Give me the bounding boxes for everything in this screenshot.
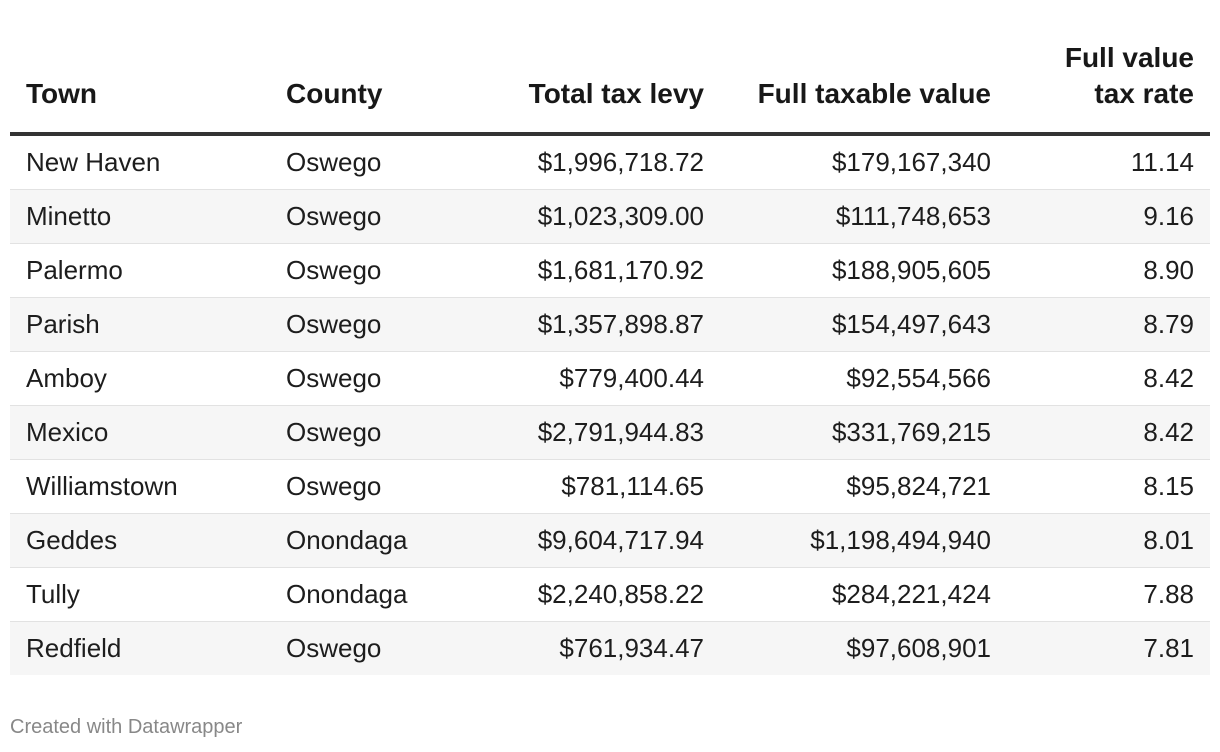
table-cell: $1,681,170.92 xyxy=(470,243,720,298)
table-cell: Oswego xyxy=(270,189,470,244)
table-row: Redfield Oswego $761,934.47 $97,608,901 7.81 xyxy=(10,621,1210,675)
table-cell: 8.15 xyxy=(1007,459,1210,514)
table-cell: Tully xyxy=(10,567,270,622)
table-cell: $761,934.47 xyxy=(470,621,720,675)
table-cell: 8.90 xyxy=(1007,243,1210,298)
table-cell: Redfield xyxy=(10,621,270,675)
table-cell: $331,769,215 xyxy=(720,405,1007,460)
tax-rate-table: Town County Total tax levy Full taxable val… xyxy=(10,40,1210,675)
table-cell: Mexico xyxy=(10,405,270,460)
table-body: New Haven Oswego $1,996,718.72 $179,167,340… xyxy=(10,134,1210,675)
table-cell: Oswego xyxy=(270,351,470,406)
table-row: Tully Onondaga $2,240,858.22 $284,221,424 7.… xyxy=(10,567,1210,622)
table-cell: Geddes xyxy=(10,513,270,568)
table-cell: $154,497,643 xyxy=(720,297,1007,352)
table-cell: $92,554,566 xyxy=(720,351,1007,406)
column-header[interactable]: Full taxable value xyxy=(720,40,1007,136)
table-cell: $2,240,858.22 xyxy=(470,567,720,622)
table-cell: Onondaga xyxy=(270,513,470,568)
table-cell: 8.42 xyxy=(1007,405,1210,460)
table-cell: $111,748,653 xyxy=(720,189,1007,244)
table-cell: $779,400.44 xyxy=(470,351,720,406)
table-cell: $188,905,605 xyxy=(720,243,1007,298)
table-cell: Minetto xyxy=(10,189,270,244)
table-cell: $97,608,901 xyxy=(720,621,1007,675)
table-cell: $284,221,424 xyxy=(720,567,1007,622)
table-cell: 8.01 xyxy=(1007,513,1210,568)
table-cell: Williamstown xyxy=(10,459,270,514)
table-cell: Palermo xyxy=(10,243,270,298)
table-cell: Amboy xyxy=(10,351,270,406)
table-cell: Oswego xyxy=(270,459,470,514)
table-cell: $1,198,494,940 xyxy=(720,513,1007,568)
table-cell: $1,023,309.00 xyxy=(470,189,720,244)
table-cell: 8.79 xyxy=(1007,297,1210,352)
table-row: Mexico Oswego $2,791,944.83 $331,769,215 8.4… xyxy=(10,405,1210,460)
table-cell: $781,114.65 xyxy=(470,459,720,514)
data-table-container: Town County Total tax levy Full taxable val… xyxy=(10,40,1210,675)
table-cell: Oswego xyxy=(270,134,470,190)
table-cell: 8.42 xyxy=(1007,351,1210,406)
header-row: Town County Total tax levy Full taxable val… xyxy=(10,40,1210,136)
table-header: Town County Total tax levy Full taxable val… xyxy=(10,40,1210,136)
table-row: New Haven Oswego $1,996,718.72 $179,167,340… xyxy=(10,134,1210,190)
column-header[interactable]: Total tax levy xyxy=(470,40,720,136)
table-cell: Onondaga xyxy=(270,567,470,622)
table-cell: 11.14 xyxy=(1007,134,1210,190)
table-cell: New Haven xyxy=(10,134,270,190)
table-cell: $179,167,340 xyxy=(720,134,1007,190)
table-cell: $1,357,898.87 xyxy=(470,297,720,352)
column-header[interactable]: County xyxy=(270,40,470,136)
table-cell: Oswego xyxy=(270,621,470,675)
table-cell: 7.88 xyxy=(1007,567,1210,622)
table-cell: Parish xyxy=(10,297,270,352)
column-header[interactable]: Full value tax rate xyxy=(1007,40,1210,136)
table-cell: Oswego xyxy=(270,243,470,298)
table-cell: $1,996,718.72 xyxy=(470,134,720,190)
table-row: Parish Oswego $1,357,898.87 $154,497,643 8.7… xyxy=(10,297,1210,352)
table-cell: 9.16 xyxy=(1007,189,1210,244)
column-header[interactable]: Town xyxy=(10,40,270,136)
table-row: Minetto Oswego $1,023,309.00 $111,748,653 9.… xyxy=(10,189,1210,244)
table-cell: $95,824,721 xyxy=(720,459,1007,514)
table-row: Geddes Onondaga $9,604,717.94 $1,198,494,94… xyxy=(10,513,1210,568)
table-row: Palermo Oswego $1,681,170.92 $188,905,605 8.… xyxy=(10,243,1210,298)
datawrapper-credit[interactable]: Created with Datawrapper xyxy=(10,716,243,738)
table-cell: $9,604,717.94 xyxy=(470,513,720,568)
table-cell: Oswego xyxy=(270,297,470,352)
table-row: Amboy Oswego $779,400.44 $92,554,566 8.42 xyxy=(10,351,1210,406)
table-cell: 7.81 xyxy=(1007,621,1210,675)
table-row: Williamstown Oswego $781,114.65 $95,824,721… xyxy=(10,459,1210,514)
table-cell: $2,791,944.83 xyxy=(470,405,720,460)
table-cell: Oswego xyxy=(270,405,470,460)
